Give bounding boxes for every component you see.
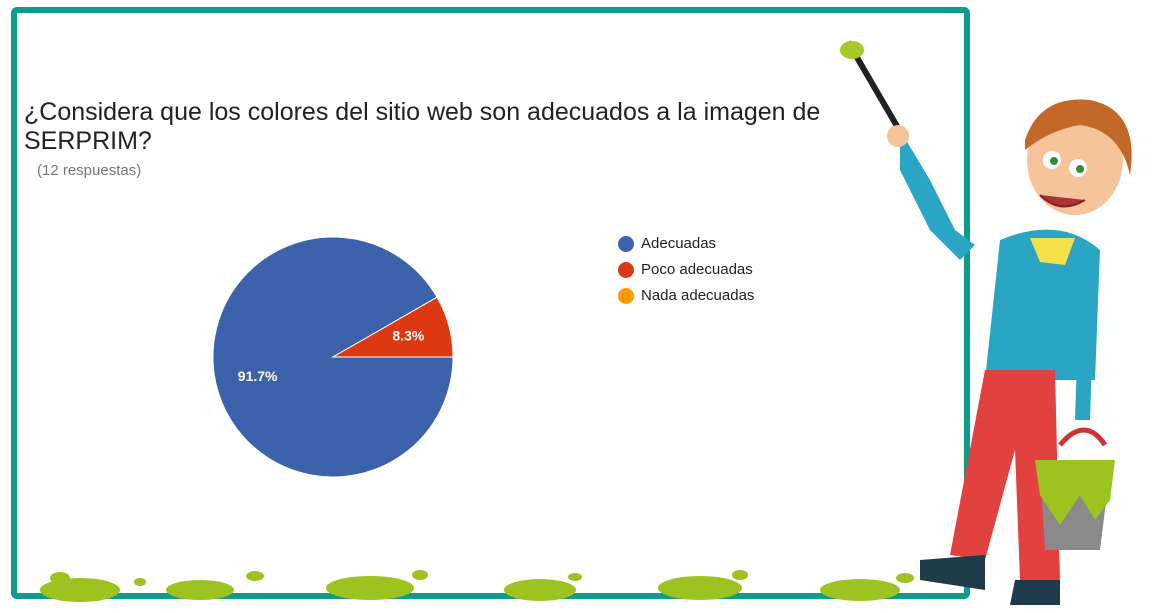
legend-label: Poco adecuadas: [641, 261, 753, 278]
legend-swatch: [618, 236, 634, 252]
legend-label: Adecuadas: [641, 235, 716, 252]
slide: 91.7% 8.3% Adecuadas Poco adecuadas Nada ade…: [0, 0, 1152, 613]
chart-subtitle: (12 respuestas): [37, 162, 141, 179]
legend-label: Nada adecuadas: [641, 287, 754, 304]
chart: 91.7% 8.3% Adecuadas Poco adecuadas Nada ade…: [0, 0, 1152, 613]
slice-label: 8.3%: [392, 328, 424, 344]
legend-swatch: [618, 262, 634, 278]
slice-label: 91.7%: [238, 368, 278, 384]
chart-title: ¿Considera que los colores del sitio web…: [24, 98, 894, 156]
legend-swatch: [618, 288, 634, 304]
